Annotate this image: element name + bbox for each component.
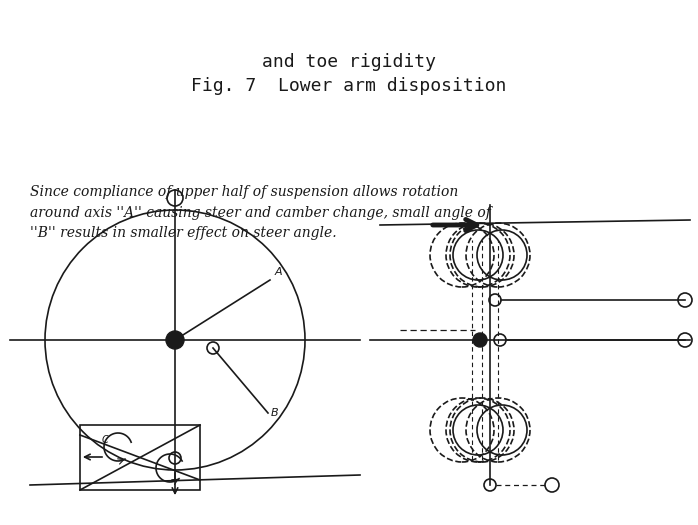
Text: Since compliance of upper half of suspension allows rotation
around axis ''A'' c: Since compliance of upper half of suspen…: [30, 185, 491, 240]
Text: and toe rigidity: and toe rigidity: [262, 53, 436, 71]
Text: C: C: [102, 435, 109, 445]
Bar: [80, 425, 200, 490]
Circle shape: [473, 333, 487, 347]
Text: Fig. 7  Lower arm disposition: Fig. 7 Lower arm disposition: [191, 77, 507, 95]
Text: B: B: [271, 408, 279, 418]
Text: A: A: [275, 267, 283, 277]
Circle shape: [166, 331, 184, 349]
